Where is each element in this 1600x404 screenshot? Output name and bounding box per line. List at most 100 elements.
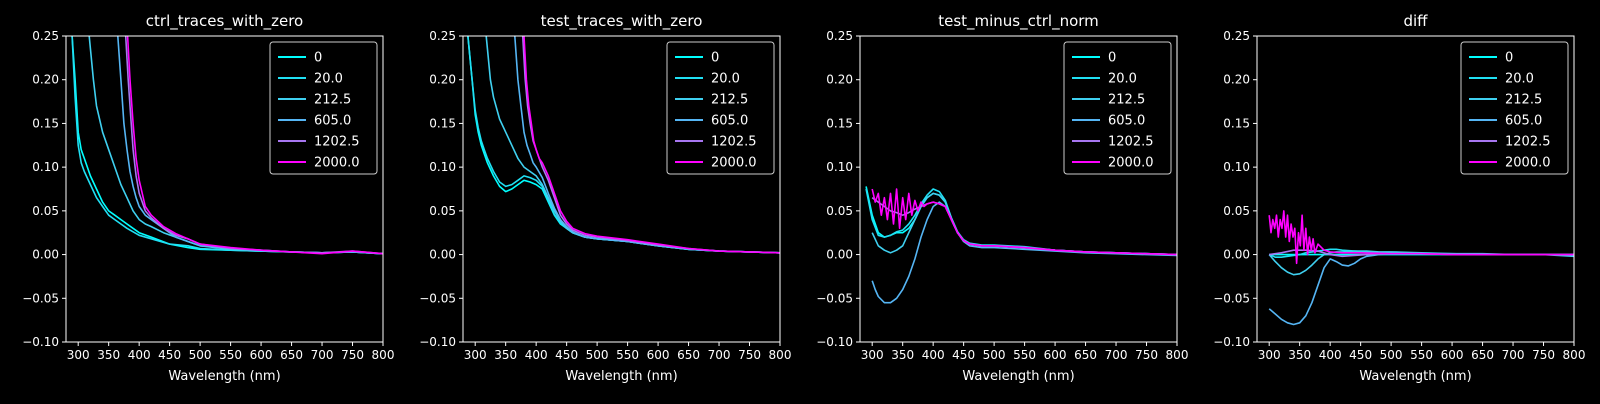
y-tick-label: 0.15 (826, 116, 853, 130)
x-tick-label: 400 (1319, 348, 1342, 362)
y-tick-label: −0.10 (22, 335, 59, 349)
y-tick-label: 0.25 (826, 29, 853, 43)
y-tick-label: 0.05 (1223, 204, 1250, 218)
legend: 0 20.0 212.5 605.0 1202.5 2000.0 (269, 41, 378, 175)
x-tick-label: 500 (586, 348, 609, 362)
series-line-2000-0 (126, 36, 383, 255)
legend-label: 2000.0 (1505, 156, 1551, 171)
chart-panel-4: diff 300 350 400 450 500 550 600 650 700 750 800 −0.… (1213, 12, 1585, 384)
series-line-0 (865, 186, 1177, 256)
legend-label: 212.5 (711, 93, 748, 108)
x-tick-label: 750 (341, 348, 364, 362)
x-tick-label: 300 (861, 348, 884, 362)
x-tick-label: 350 (97, 348, 120, 362)
x-tick-label: 400 (128, 348, 151, 362)
y-tick-label: 0.00 (32, 248, 59, 262)
y-tick-label: 0.20 (32, 73, 59, 87)
x-tick-label: 600 (1441, 348, 1464, 362)
x-tick-label: 400 (525, 348, 548, 362)
series-line-2000-0 (523, 36, 780, 254)
x-tick-label: 550 (1410, 348, 1433, 362)
legend-label: 605.0 (711, 114, 748, 129)
y-tick-label: 0.25 (1223, 29, 1250, 43)
x-tick-label: 750 (1532, 348, 1555, 362)
y-tick-label: −0.10 (1213, 335, 1250, 349)
x-tick-label: 600 (250, 348, 273, 362)
legend-box (666, 41, 775, 175)
y-tick-label: 0.05 (429, 204, 456, 218)
x-tick-label: 700 (1105, 348, 1128, 362)
legend-label: 2000.0 (314, 156, 360, 171)
x-tick-label: 650 (280, 348, 303, 362)
legend-label: 0 (1108, 51, 1116, 66)
x-axis-label: Wavelength (nm) (1359, 369, 1471, 384)
y-tick-label: 0.10 (429, 160, 456, 174)
x-tick-label: 800 (769, 348, 792, 362)
y-tick-label: 0.15 (429, 116, 456, 130)
x-tick-label: 350 (494, 348, 517, 362)
legend-label: 605.0 (1108, 114, 1145, 129)
legend-label: 1202.5 (1108, 135, 1154, 150)
series-group (71, 36, 383, 255)
chart-title: test_minus_ctrl_norm (938, 12, 1099, 31)
series-line-605-0 (871, 201, 1177, 304)
y-tick-label: 0.20 (1223, 73, 1250, 87)
y-tick-label: 0.25 (32, 29, 59, 43)
series-line-605-0 (1268, 252, 1574, 326)
x-tick-label: 450 (555, 348, 578, 362)
legend-label: 20.0 (711, 72, 740, 87)
legend-label: 212.5 (1108, 93, 1145, 108)
x-tick-label: 650 (1074, 348, 1097, 362)
x-tick-label: 500 (1380, 348, 1403, 362)
x-tick-label: 300 (464, 348, 487, 362)
x-tick-label: 450 (952, 348, 975, 362)
x-tick-label: 300 (67, 348, 90, 362)
y-tick-label: −0.05 (22, 291, 59, 305)
x-tick-label: 800 (1563, 348, 1586, 362)
series-group (467, 36, 780, 254)
legend-label: 20.0 (1505, 72, 1534, 87)
legend-label: 0 (314, 51, 322, 66)
y-tick-label: −0.05 (419, 291, 456, 305)
legend-box (1063, 41, 1172, 175)
x-tick-label: 550 (1013, 348, 1036, 362)
y-tick-label: 0.10 (1223, 160, 1250, 174)
x-axis-label: Wavelength (nm) (168, 369, 280, 384)
series-line-2000-0 (871, 188, 1177, 256)
y-tick-label: −0.05 (1213, 291, 1250, 305)
legend-label: 212.5 (1505, 93, 1542, 108)
x-axis-label: Wavelength (nm) (565, 369, 677, 384)
chart-title: ctrl_traces_with_zero (146, 12, 303, 31)
y-tick-label: 0.00 (1223, 248, 1250, 262)
x-tick-label: 450 (1349, 348, 1372, 362)
y-tick-label: −0.10 (419, 335, 456, 349)
y-tick-label: −0.10 (816, 335, 853, 349)
axes-frame (462, 35, 781, 343)
y-tick-label: 0.00 (826, 248, 853, 262)
legend-label: 1202.5 (711, 135, 757, 150)
x-tick-label: 350 (1288, 348, 1311, 362)
y-tick-label: 0.20 (429, 73, 456, 87)
series-line-2000-0 (1268, 210, 1574, 265)
x-tick-label: 800 (372, 348, 395, 362)
y-tick-label: 0.15 (1223, 116, 1250, 130)
legend-label: 605.0 (314, 114, 351, 129)
legend-label: 0 (711, 51, 719, 66)
x-tick-label: 700 (1502, 348, 1525, 362)
axes-frame (65, 35, 384, 343)
y-tick-label: 0.20 (826, 73, 853, 87)
x-tick-label: 700 (311, 348, 334, 362)
legend-label: 605.0 (1505, 114, 1542, 129)
y-tick-label: 0.00 (429, 248, 456, 262)
legend-label: 20.0 (1108, 72, 1137, 87)
axes-frame (1256, 35, 1575, 343)
x-tick-label: 400 (922, 348, 945, 362)
chart-panel-2: test_traces_with_zero 300 350 400 450 500 550 6… (419, 12, 791, 384)
x-tick-label: 550 (219, 348, 242, 362)
x-tick-label: 300 (1258, 348, 1281, 362)
y-tick-label: 0.10 (826, 160, 853, 174)
chart-panel-1: ctrl_traces_with_zero 300 350 400 450 500 550 6… (22, 12, 394, 384)
legend-label: 2000.0 (711, 156, 757, 171)
